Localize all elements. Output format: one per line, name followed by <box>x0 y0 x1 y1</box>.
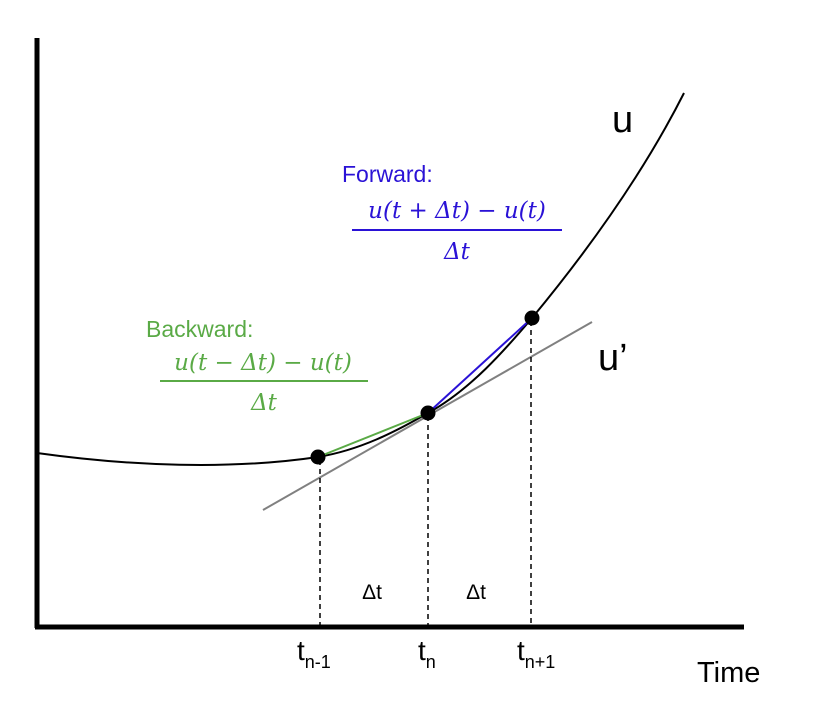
x-axis-label: Time <box>697 657 760 689</box>
tick-label-t-next-base: t <box>517 635 525 666</box>
tick-label-t-prev: tn-1 <box>297 635 331 672</box>
tick-label-t-curr: tn <box>418 635 436 672</box>
backward-secant-line <box>317 412 429 458</box>
tick-label-t-prev-base: t <box>297 635 305 666</box>
forward-title: Forward: <box>342 161 433 187</box>
tick-label-t-next-sub: n+1 <box>525 652 556 672</box>
point-t-curr <box>420 405 436 421</box>
tick-label-t-curr-sub: n <box>426 652 436 672</box>
backward-numerator: u(t − Δt) − u(t) <box>174 350 352 376</box>
backward-title: Backward: <box>146 316 253 342</box>
forward-numerator: u(t + Δt) − u(t) <box>368 198 546 224</box>
tick-label-t-next: tn+1 <box>517 635 555 672</box>
curve-label-u: u <box>612 99 633 141</box>
forward-secant-line <box>427 317 533 414</box>
derivative-label: u’ <box>598 337 628 379</box>
tick-label-t-prev-sub: n-1 <box>305 652 331 672</box>
delta-t-right-label: Δt <box>466 581 486 604</box>
point-t-next <box>524 310 540 326</box>
tick-label-t-curr-base: t <box>418 635 426 666</box>
delta-t-left-label: Δt <box>362 581 382 604</box>
backward-denominator: Δt <box>250 390 278 416</box>
forward-denominator: Δt <box>443 239 471 265</box>
curve-u <box>36 92 685 466</box>
point-t-prev <box>310 449 326 465</box>
